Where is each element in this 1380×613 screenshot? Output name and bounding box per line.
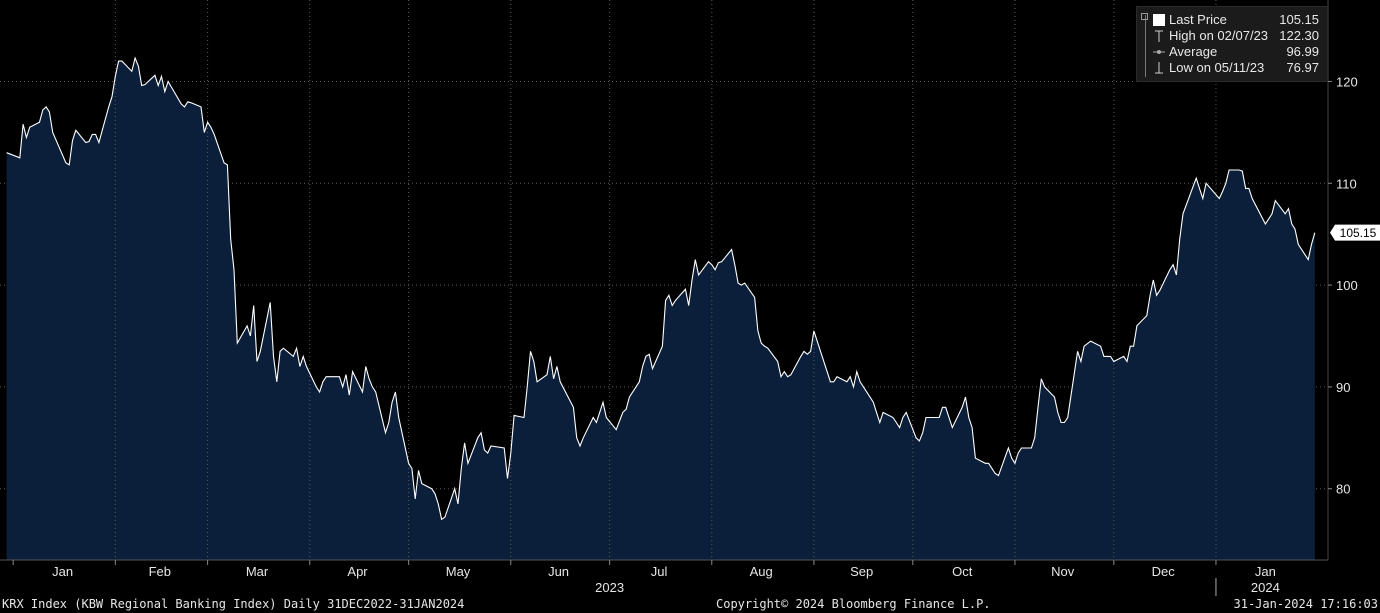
x-tick-label: Nov bbox=[1051, 564, 1075, 579]
x-tick-label: Jul bbox=[651, 564, 668, 579]
x-tick-label: Aug bbox=[750, 564, 773, 579]
y-tick-label: 120 bbox=[1336, 74, 1358, 89]
last-price-marker: 105.15 bbox=[1330, 224, 1380, 241]
price-area-fill bbox=[6, 58, 1315, 560]
price-line bbox=[6, 56, 1316, 521]
legend-name: High on 02/07/23 bbox=[1169, 28, 1269, 43]
y-tick-label: 90 bbox=[1336, 380, 1350, 395]
year-label: 2024 bbox=[1251, 580, 1280, 595]
footer-copyright: Copyright© 2024 Bloomberg Finance L.P. bbox=[716, 597, 991, 611]
x-tick-label: Apr bbox=[347, 564, 368, 579]
last-price-value: 105.15 bbox=[1340, 226, 1377, 240]
year-label: 2023 bbox=[595, 580, 624, 595]
y-tick-label: 100 bbox=[1336, 278, 1358, 293]
legend-collapse-box[interactable] bbox=[1141, 13, 1148, 20]
legend-row-high: High on 02/07/23 122.30 bbox=[1137, 28, 1327, 44]
legend-tree-line bbox=[1145, 15, 1146, 77]
x-tick-label: Jan bbox=[52, 564, 73, 579]
x-tick-label: Mar bbox=[246, 564, 269, 579]
legend-value: 105.15 bbox=[1279, 12, 1319, 27]
month-grid-lines bbox=[114, 0, 1217, 560]
average-marker-icon bbox=[1153, 50, 1165, 54]
legend: Last Price 105.15 High on 02/07/23 122.3… bbox=[1136, 6, 1328, 82]
footer-timestamp: 31-Jan-2024 17:16:03 bbox=[1233, 597, 1379, 611]
high-marker-icon bbox=[1155, 30, 1163, 42]
x-tick-label: Sep bbox=[850, 564, 873, 579]
legend-row-average: Average 96.99 bbox=[1137, 44, 1327, 60]
low-marker-icon bbox=[1155, 62, 1163, 74]
last-price-tag bbox=[1330, 224, 1380, 241]
x-tick-label: Feb bbox=[149, 564, 171, 579]
y-axis: 80 90 100 110 120 bbox=[1328, 74, 1358, 497]
x-tick-label: Jun bbox=[548, 564, 569, 579]
legend-name: Last Price bbox=[1169, 12, 1227, 27]
footer-ticker-info: KRX Index (KBW Regional Banking Index) D… bbox=[2, 597, 465, 611]
legend-value: 122.30 bbox=[1279, 28, 1319, 43]
x-tick-label: May bbox=[446, 564, 471, 579]
legend-value: 96.99 bbox=[1286, 44, 1319, 59]
y-tick-label: 110 bbox=[1336, 176, 1357, 191]
x-tick-label: Jan bbox=[1255, 564, 1276, 579]
legend-name: Low on 05/11/23 bbox=[1169, 60, 1265, 75]
legend-row-last-price: Last Price 105.15 bbox=[1137, 12, 1327, 28]
x-tick-label: Dec bbox=[1152, 564, 1176, 579]
legend-name: Average bbox=[1169, 44, 1218, 59]
legend-value: 76.97 bbox=[1286, 60, 1319, 75]
legend-row-low: Low on 05/11/23 76.97 bbox=[1137, 60, 1327, 76]
y-tick-label: 80 bbox=[1336, 482, 1350, 497]
filled-square-icon bbox=[1153, 14, 1165, 26]
x-tick-label: Oct bbox=[952, 564, 973, 579]
x-axis: Jan Feb Mar Apr May Jun Jul Aug Sep Oct Nov Dec Jan2… bbox=[12, 560, 1280, 596]
